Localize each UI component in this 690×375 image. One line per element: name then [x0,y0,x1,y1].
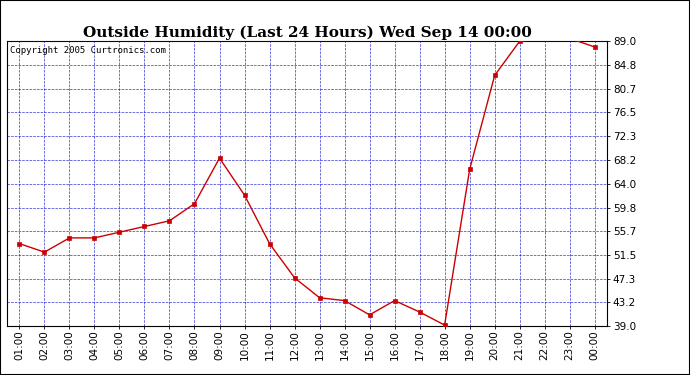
Title: Outside Humidity (Last 24 Hours) Wed Sep 14 00:00: Outside Humidity (Last 24 Hours) Wed Sep… [83,26,531,40]
Text: Copyright 2005 Curtronics.com: Copyright 2005 Curtronics.com [10,45,166,54]
